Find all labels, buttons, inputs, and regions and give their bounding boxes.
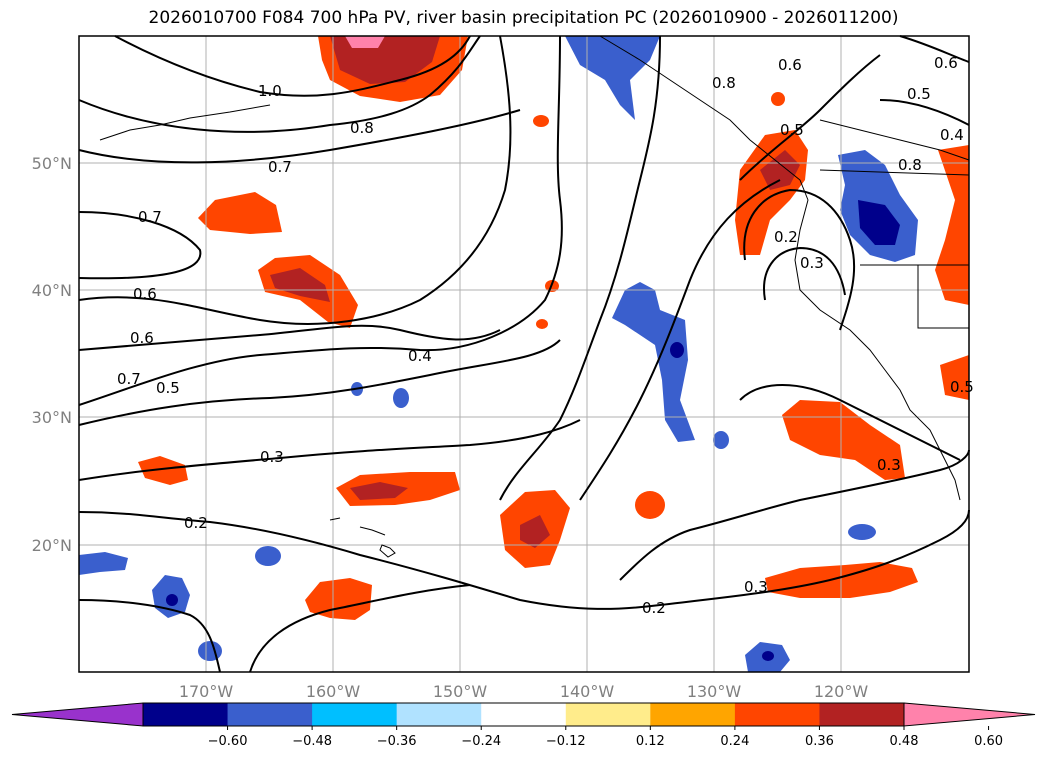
map-title: 2026010700 F084 700 hPa PV, river basin … [148, 8, 899, 28]
coastlines [99, 35, 970, 558]
contour-label: 0.2 [642, 599, 666, 617]
contour-label-layer: 1.0 0.8 0.7 0.7 0.6 0.6 0.7 0.5 0.4 0.3 … [117, 54, 974, 617]
lon-label: 130°W [687, 682, 742, 701]
colorbar-segment [396, 703, 482, 726]
map-panel: 1.0 0.8 0.7 0.7 0.6 0.6 0.7 0.5 0.4 0.3 … [78, 35, 974, 673]
positive-anomaly-region [270, 268, 330, 302]
longitude-labels: 170°W 160°W 150°W 140°W 130°W 120°W [179, 682, 869, 701]
positive-anomaly-region [635, 491, 665, 519]
contour-label: 0.5 [950, 378, 974, 396]
contour-label: 0.6 [133, 285, 157, 303]
lon-label: 140°W [560, 682, 615, 701]
lat-label: 30°N [32, 408, 72, 427]
colorbar-tick-label: 0.48 [890, 734, 919, 749]
colorbar-segment [227, 703, 313, 726]
lon-label: 160°W [306, 682, 361, 701]
colorbar-tick-label: 0.24 [720, 734, 749, 749]
colorbar-segment [819, 703, 905, 726]
colorbar-tick-label: 0.12 [636, 734, 665, 749]
lat-label: 40°N [32, 281, 72, 300]
colorbar-tick-label: −0.36 [377, 734, 417, 749]
negative-anomaly-region [762, 651, 774, 661]
positive-anomaly-region [940, 355, 969, 400]
positive-anomaly-region [305, 578, 372, 620]
colorbar-segment [650, 703, 736, 726]
negative-anomaly-region [858, 200, 900, 245]
positive-anomaly-region [138, 456, 188, 485]
contour-label: 0.4 [408, 347, 432, 365]
latitude-labels: 50°N 40°N 30°N 20°N [32, 154, 72, 555]
colorbar-segment [312, 703, 398, 726]
negative-anomaly-region [848, 524, 876, 540]
positive-anomaly-region [350, 482, 408, 500]
colorbar-tick-label: 0.60 [974, 734, 1003, 749]
colorbar-segment [481, 703, 567, 726]
positive-anomaly-region [533, 115, 549, 127]
positive-anomaly-region [771, 92, 785, 106]
contour-label: 0.8 [350, 119, 374, 137]
colorbar-segment [734, 703, 820, 726]
lat-label: 20°N [32, 536, 72, 555]
lon-label: 120°W [814, 682, 869, 701]
positive-anomaly-region [760, 150, 800, 190]
contour-label: 0.2 [184, 514, 208, 532]
colorbar: −0.60 −0.48 −0.36 −0.24 −0.12 0.12 0.24 0.36 0.4… [11, 702, 1036, 749]
lon-label: 150°W [433, 682, 488, 701]
negative-anomaly-region [393, 388, 409, 408]
contour-label: 0.7 [268, 158, 292, 176]
gridlines [79, 36, 969, 672]
contour-label: 0.5 [907, 85, 931, 103]
negative-anomaly-region [255, 546, 281, 566]
contour-label: 0.6 [934, 54, 958, 72]
colorbar-max-extend [903, 702, 1036, 727]
positive-anomaly-region [520, 515, 550, 548]
negative-anomaly-region [198, 641, 222, 661]
negative-anomaly-region [565, 36, 660, 120]
lat-label: 50°N [32, 154, 72, 173]
positive-anomaly-region [782, 400, 905, 480]
positive-anomaly-region [345, 36, 385, 48]
contour-label: 0.2 [774, 228, 798, 246]
lon-label: 170°W [179, 682, 234, 701]
contour-label: 0.7 [117, 370, 141, 388]
colorbar-tick-label: −0.48 [292, 734, 332, 749]
colorbar-tick-label: 0.36 [805, 734, 834, 749]
positive-anomaly-region [536, 319, 548, 329]
contour-label: 0.3 [744, 578, 768, 596]
colorbar-tick-label: −0.60 [208, 734, 248, 749]
contour-label: 0.4 [940, 126, 964, 144]
contour-label: 0.3 [260, 448, 284, 466]
contour-label: 0.6 [778, 56, 802, 74]
negative-anomaly-region [79, 552, 128, 575]
colorbar-outline [142, 702, 905, 727]
contour-label: 0.3 [877, 456, 901, 474]
colorbar-tick-label: −0.12 [546, 734, 586, 749]
contour-label: 0.8 [898, 156, 922, 174]
colorbar-segment [143, 703, 229, 726]
contour-label: 0.7 [138, 208, 162, 226]
negative-anomaly-region [670, 342, 684, 358]
positive-anomaly-region [198, 192, 282, 234]
negative-anomaly-region [166, 594, 178, 606]
contour-label: 0.5 [156, 379, 180, 397]
negative-anomaly-region [713, 431, 729, 449]
contour-label: 0.5 [780, 121, 804, 139]
colorbar-min-extend [11, 702, 144, 727]
contour-label: 0.8 [712, 74, 736, 92]
contour-label: 0.6 [130, 329, 154, 347]
colorbar-tick-label: −0.24 [461, 734, 501, 749]
contour-label: 1.0 [258, 82, 282, 100]
pv-contours [78, 35, 970, 673]
contour-label: 0.3 [800, 254, 824, 272]
colorbar-segment [565, 703, 651, 726]
